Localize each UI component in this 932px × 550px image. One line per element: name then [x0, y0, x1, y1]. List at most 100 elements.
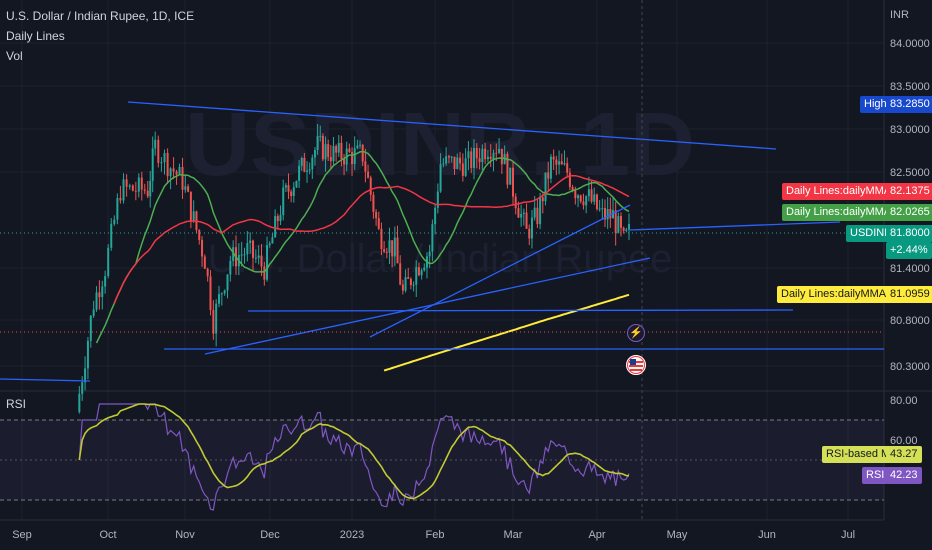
- candle-body: [268, 243, 271, 246]
- candle-body: [181, 166, 184, 190]
- candle-body: [308, 169, 311, 171]
- candle-body: [439, 164, 442, 192]
- candles: [78, 123, 630, 414]
- candle-body: [582, 201, 585, 206]
- candle-body: [604, 208, 606, 220]
- candle-body: [595, 194, 598, 210]
- time-tick-label: Apr: [588, 529, 605, 541]
- indicator-daily-lines[interactable]: Daily Lines: [6, 29, 65, 43]
- candle-body: [555, 159, 558, 165]
- candle-body: [192, 211, 195, 222]
- candle-body: [428, 251, 431, 257]
- candle-body: [226, 274, 229, 291]
- candle-body: [143, 189, 146, 191]
- candle-body: [163, 152, 166, 163]
- candle-body: [369, 177, 372, 195]
- candle-body: [311, 157, 314, 170]
- time-tick-label: 2023: [340, 529, 364, 541]
- candle-body: [367, 171, 370, 178]
- mma200-label-name: Daily Lines:dailyMMA200: [777, 286, 909, 303]
- candle-body: [86, 340, 89, 369]
- last-price-label: 81.8000: [886, 225, 932, 242]
- time-tick-label: Oct: [99, 529, 116, 541]
- price-tick-label: 83.5000: [890, 81, 930, 93]
- candle-body: [187, 186, 190, 192]
- candle-body: [450, 156, 453, 158]
- high-label-name: High: [860, 96, 891, 113]
- candle-body: [300, 157, 303, 166]
- candle-body: [125, 179, 128, 187]
- candle-body: [396, 237, 399, 264]
- candle-body: [536, 207, 539, 225]
- rsi-tick-label: 60.00: [890, 435, 918, 447]
- candle-body: [134, 190, 137, 192]
- candle-body: [391, 240, 394, 257]
- candle-body: [533, 207, 536, 218]
- candle-body: [298, 165, 301, 181]
- candle-body: [470, 151, 473, 168]
- candle-body: [249, 240, 252, 244]
- candle-body: [128, 185, 131, 187]
- candle-body: [558, 161, 561, 165]
- candle-body: [184, 186, 187, 190]
- candle-body: [525, 212, 528, 229]
- trendline-2[interactable]: [204, 257, 651, 355]
- candle-body: [481, 148, 484, 163]
- candle-body: [89, 315, 92, 341]
- candle-body: [522, 212, 525, 214]
- candle-body: [98, 292, 101, 298]
- trendline-0[interactable]: [127, 101, 777, 150]
- candle-body: [552, 156, 555, 160]
- trendline-ext[interactable]: [629, 221, 841, 231]
- candle-body: [417, 267, 420, 276]
- candle-body: [473, 148, 475, 168]
- candle-body: [492, 152, 495, 160]
- candle-body: [385, 251, 388, 253]
- candle-body: [220, 293, 223, 295]
- candle-body: [431, 224, 434, 252]
- watermark-name: U.S. Dollar / Indian Rupee: [208, 237, 673, 281]
- candle-body: [459, 157, 462, 164]
- candle-body: [628, 224, 630, 230]
- candle-body: [271, 237, 274, 244]
- candle-body: [218, 294, 220, 304]
- candle-body: [229, 260, 232, 275]
- rsi-label-name: RSI: [862, 467, 889, 484]
- candle-body: [223, 290, 226, 294]
- indicator-vol[interactable]: Vol: [6, 49, 23, 63]
- lightning-icon[interactable]: ⚡: [627, 324, 645, 342]
- trendline-3[interactable]: [369, 204, 631, 338]
- candle-body: [372, 194, 375, 212]
- candle-body: [361, 144, 364, 162]
- candle-body: [189, 191, 192, 222]
- candle-body: [609, 209, 612, 219]
- time-tick-label: May: [667, 529, 688, 541]
- rsi-label-value: 42.23: [886, 467, 922, 484]
- candle-body: [577, 195, 580, 199]
- candle-body: [209, 276, 212, 310]
- candle-body: [284, 185, 287, 188]
- rsi-ma-line: [78, 403, 630, 500]
- candle-body: [436, 191, 439, 208]
- time-tick-label: Dec: [260, 529, 280, 541]
- candle-body: [500, 148, 503, 165]
- candle-body: [206, 268, 209, 277]
- candle-body: [620, 216, 622, 228]
- candle-body: [503, 153, 506, 165]
- candle-body: [359, 144, 362, 146]
- candle-body: [512, 167, 514, 197]
- candle-body: [329, 156, 332, 162]
- us-flag-icon[interactable]: [626, 355, 646, 375]
- candle-body: [544, 172, 547, 202]
- candle-body: [528, 228, 531, 239]
- candle-body: [517, 208, 520, 218]
- symbol-title: U.S. Dollar / Indian Rupee, 1D, ICE: [6, 9, 195, 23]
- trendline-4[interactable]: [247, 309, 794, 312]
- candle-body: [467, 151, 470, 159]
- candle-body: [549, 156, 552, 179]
- trendline-1[interactable]: [0, 378, 91, 382]
- rsi-pane-title[interactable]: RSI: [6, 397, 27, 411]
- candle-body: [78, 393, 81, 412]
